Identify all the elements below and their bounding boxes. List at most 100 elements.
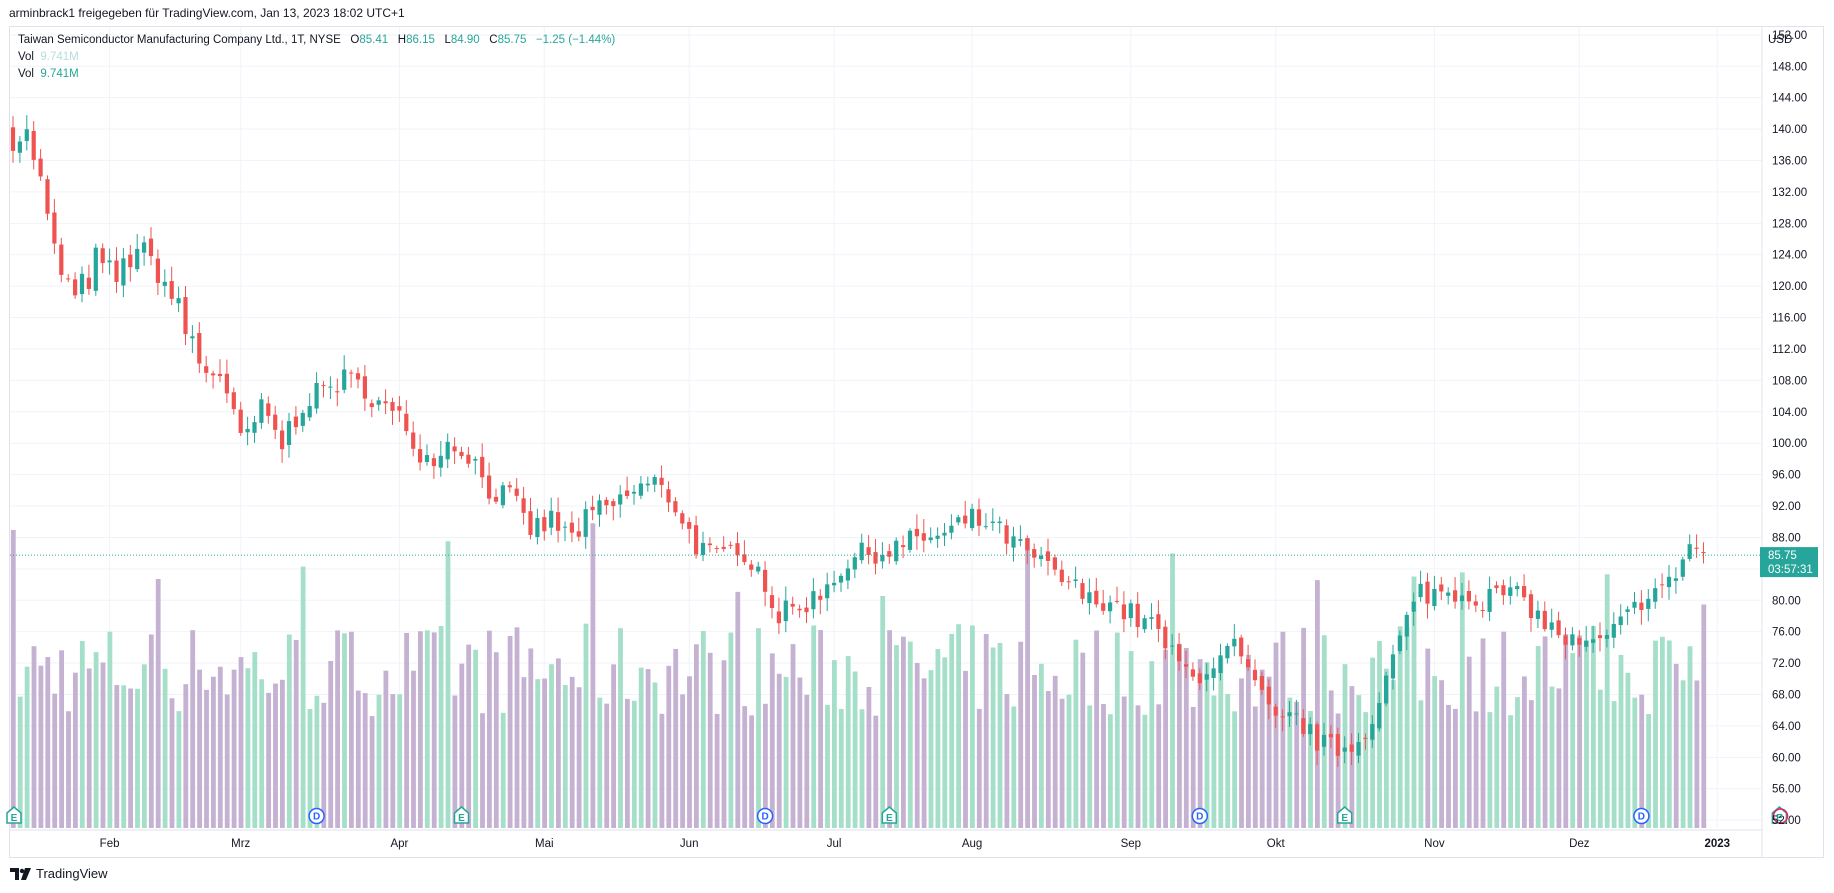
dividend-marker-icon[interactable]: D bbox=[1191, 807, 1209, 825]
candle-body bbox=[914, 528, 919, 537]
candle-body bbox=[1411, 601, 1416, 612]
candle-body bbox=[1328, 734, 1333, 738]
volume-bar bbox=[1377, 640, 1382, 828]
volume-bar bbox=[583, 623, 589, 828]
earnings-marker-icon[interactable]: E bbox=[6, 806, 22, 824]
candle-body bbox=[1597, 635, 1603, 639]
candle-body bbox=[887, 551, 892, 557]
volume-bar bbox=[1418, 700, 1424, 828]
earnings-marker-icon[interactable]: E bbox=[1336, 806, 1353, 824]
volume-bar bbox=[1563, 634, 1569, 828]
candle-body bbox=[349, 372, 354, 374]
tradingview-brand[interactable]: TradingView bbox=[10, 866, 108, 881]
volume-bar bbox=[1570, 653, 1576, 828]
candle-body bbox=[238, 409, 243, 433]
candle-body bbox=[38, 158, 43, 177]
candle-body bbox=[942, 532, 947, 536]
volume-bar bbox=[1639, 694, 1645, 828]
candle-body bbox=[17, 141, 22, 153]
split-marker-icon[interactable] bbox=[1772, 808, 1789, 824]
candle-body bbox=[342, 369, 347, 390]
volume-legend-2[interactable]: Vol 9.741M bbox=[18, 68, 79, 80]
volume-bar bbox=[52, 693, 58, 828]
volume-bar bbox=[1294, 701, 1300, 828]
volume-bar bbox=[383, 670, 389, 828]
volume-bar bbox=[1066, 694, 1072, 828]
volume-bar bbox=[1494, 686, 1500, 828]
candle-body bbox=[859, 542, 864, 561]
candle-body bbox=[10, 127, 16, 151]
candle-body bbox=[756, 566, 761, 572]
candle-body bbox=[1349, 744, 1354, 752]
candle-body bbox=[818, 595, 823, 600]
symbol-name[interactable]: Taiwan Semiconductor Manufacturing Compa… bbox=[18, 34, 341, 46]
candle-body bbox=[66, 278, 71, 280]
candle-body bbox=[1211, 668, 1216, 678]
volume-bar bbox=[1232, 711, 1237, 828]
dividend-circle bbox=[1191, 807, 1209, 825]
volume-bar bbox=[1328, 690, 1334, 828]
time-axis[interactable]: Feb Mrz Apr Mai Jun Jul Aug Sep Okt Nov Dez 2023 bbox=[9, 829, 1762, 850]
candle-body bbox=[638, 483, 643, 496]
low-value: 84.90 bbox=[450, 34, 480, 46]
volume-bar bbox=[963, 670, 968, 828]
candle-body bbox=[217, 373, 223, 377]
candle-body bbox=[521, 498, 526, 513]
candle-body bbox=[1266, 686, 1271, 705]
dividend-marker-icon[interactable]: D bbox=[308, 807, 325, 825]
candle-body bbox=[1522, 586, 1527, 598]
volume-value: 9.741M bbox=[40, 51, 79, 63]
volume-legend-1[interactable]: Vol 9.741M bbox=[18, 51, 79, 63]
candle-body bbox=[659, 477, 664, 486]
candle-body bbox=[1011, 536, 1016, 548]
candle-body bbox=[1377, 703, 1382, 729]
y-tick-label: 140.00 bbox=[1772, 124, 1807, 136]
x-tick-label: 2023 bbox=[1705, 838, 1731, 850]
y-tick-label: 144.00 bbox=[1772, 93, 1807, 105]
x-tick-label: Feb bbox=[100, 838, 120, 850]
volume-bar bbox=[176, 711, 182, 828]
candle-body bbox=[1439, 584, 1444, 592]
volume-bar bbox=[24, 666, 30, 828]
volume-bar bbox=[45, 657, 51, 828]
candle-body bbox=[949, 525, 954, 533]
volume-bar bbox=[273, 683, 278, 828]
volume-bar bbox=[714, 713, 720, 828]
candle-body bbox=[1183, 664, 1189, 667]
volume-bar bbox=[597, 697, 603, 828]
candle-body bbox=[1342, 747, 1347, 752]
volume-bar bbox=[1032, 674, 1037, 828]
volume-bar bbox=[17, 696, 23, 828]
candle-body bbox=[1425, 581, 1430, 604]
chart-frame[interactable] bbox=[9, 26, 1824, 858]
candle-body bbox=[1666, 576, 1672, 588]
candle-body bbox=[1059, 569, 1064, 583]
volume-bar bbox=[776, 673, 782, 828]
volume-bar bbox=[128, 688, 133, 828]
volume-bar bbox=[521, 677, 527, 828]
volume-bar bbox=[1197, 659, 1203, 828]
volume-bar bbox=[1515, 697, 1520, 828]
x-tick-label: Dez bbox=[1569, 838, 1590, 850]
volume-bar bbox=[438, 626, 444, 828]
earnings-marker-icon[interactable]: E bbox=[453, 806, 470, 824]
candle-body bbox=[1280, 716, 1285, 718]
candle-body bbox=[431, 458, 436, 467]
dividend-marker-icon[interactable]: D bbox=[1633, 807, 1650, 825]
volume-bar bbox=[238, 657, 244, 828]
volume-bar bbox=[190, 630, 196, 828]
x-tick-label: Mai bbox=[535, 838, 554, 850]
candle-body bbox=[1542, 610, 1547, 630]
volume-bar bbox=[142, 664, 147, 828]
earnings-marker-icon[interactable]: E bbox=[881, 806, 898, 824]
volume-bar bbox=[1535, 646, 1541, 828]
candle-body bbox=[1177, 644, 1182, 662]
candle-body bbox=[1639, 602, 1644, 610]
volume-bar bbox=[1473, 711, 1479, 828]
price-axis[interactable]: 52.00 56.00 60.00 64.00 68.00 72.00 76.00 80.00… bbox=[1761, 26, 1807, 858]
dividend-marker-icon[interactable]: D bbox=[756, 807, 774, 825]
candle-body bbox=[204, 366, 209, 373]
volume-bar bbox=[859, 709, 865, 828]
candle-body bbox=[1301, 718, 1306, 734]
